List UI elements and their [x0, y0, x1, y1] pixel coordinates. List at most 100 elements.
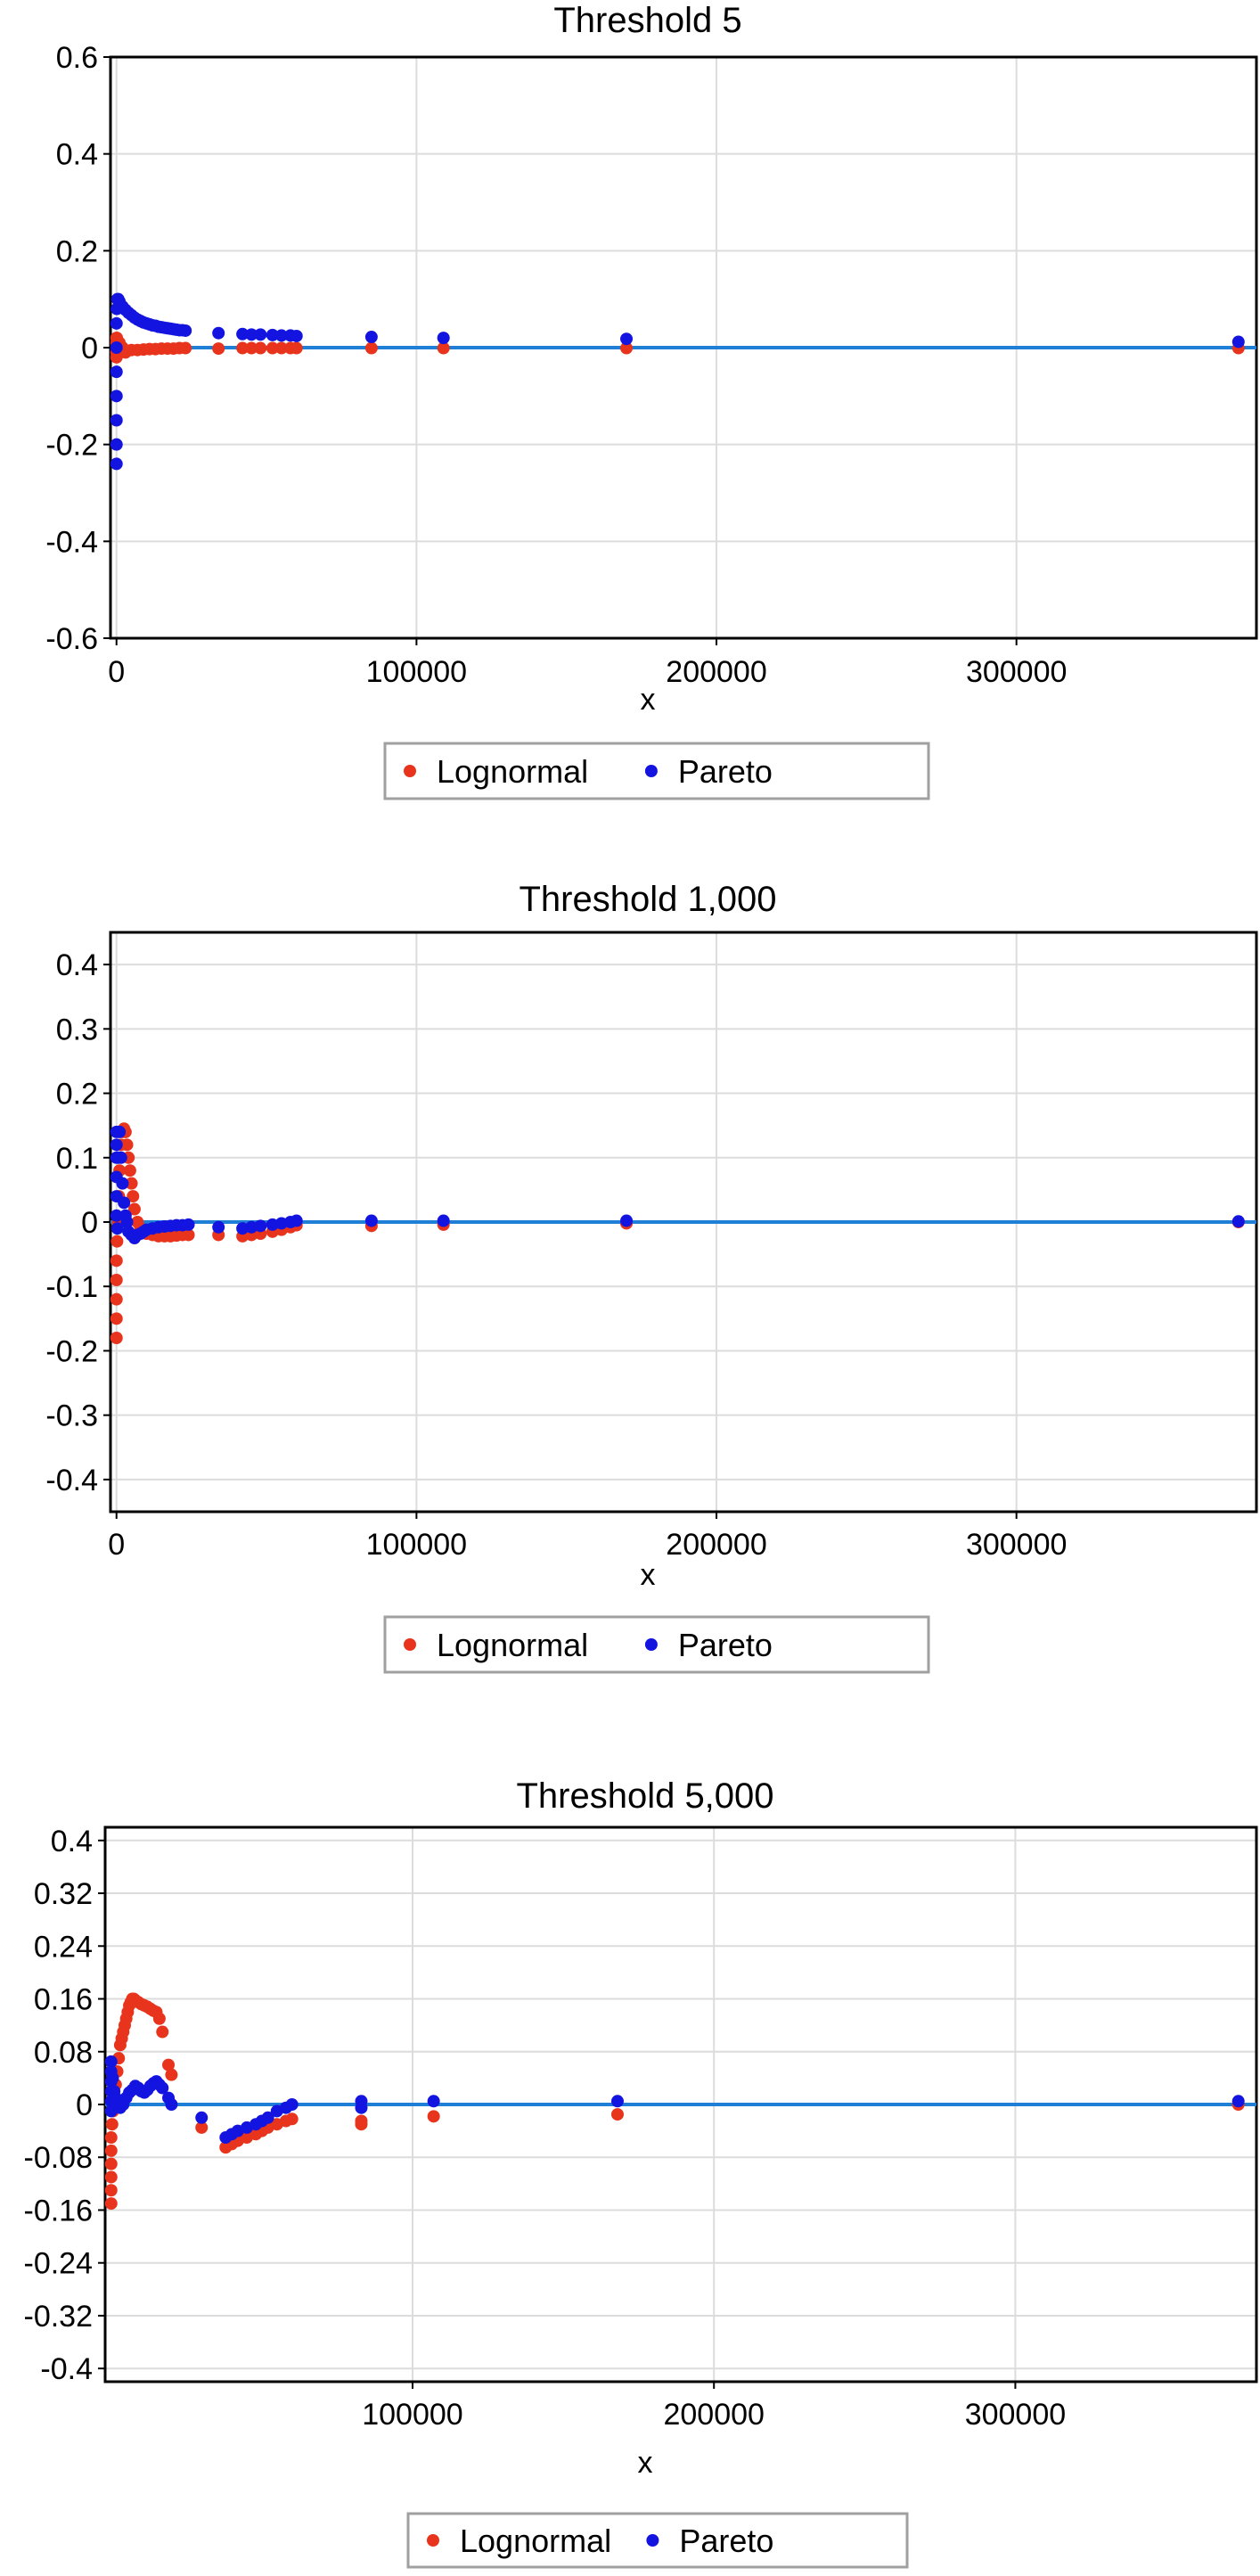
y-tick-label: -0.08: [24, 2141, 94, 2175]
data-point-pareto: [116, 1177, 129, 1190]
data-point-lognormal: [123, 1164, 136, 1177]
x-tick-label: 200000: [663, 2398, 764, 2432]
data-point-lognormal: [290, 341, 303, 355]
data-point-lognormal: [110, 1235, 124, 1248]
y-tick-label: -0.3: [45, 1399, 98, 1433]
legend-label-lognormal: Lognormal: [437, 1627, 588, 1663]
data-point-pareto: [110, 341, 123, 354]
legend-label-lognormal: Lognormal: [460, 2523, 611, 2559]
data-point-pareto: [195, 2111, 209, 2124]
data-point-pareto: [1231, 1215, 1245, 1228]
legend-marker-lognormal: [427, 2534, 439, 2547]
y-tick-label: 0: [81, 332, 98, 365]
data-point-lognormal: [254, 341, 267, 355]
data-point-pareto: [156, 2081, 169, 2095]
data-point-lognormal: [179, 341, 192, 355]
data-point-lognormal: [620, 341, 634, 355]
data-point-lognormal: [162, 2058, 176, 2071]
data-point-pareto: [120, 1216, 134, 1228]
data-point-pareto: [110, 390, 123, 403]
x-tick-label: 100000: [362, 2398, 462, 2432]
legend-marker-lognormal: [404, 765, 416, 777]
legend: Lognormal Pareto: [383, 1615, 930, 1674]
data-point-pareto: [254, 1219, 267, 1233]
data-point-lognormal: [105, 2118, 119, 2131]
y-tick-label: -0.2: [45, 1334, 98, 1368]
x-tick-label: 300000: [966, 655, 1067, 689]
y-tick-label: 0.6: [56, 41, 98, 75]
x-tick-label: 100000: [366, 1528, 467, 1562]
data-point-pareto: [104, 2055, 118, 2068]
data-point-pareto: [110, 1209, 123, 1222]
chart-panel-3: Threshold 5,000 -0.4 -0.32 -0.24 -0.16 -0.08 0…: [24, 1776, 1258, 2569]
data-point-pareto: [110, 438, 123, 451]
data-point-lognormal: [236, 341, 250, 355]
data-point-pareto: [1231, 335, 1245, 349]
x-axis-label: x: [638, 2446, 653, 2480]
data-point-lognormal: [364, 341, 378, 355]
series-pareto: [104, 2055, 1245, 2145]
data-point-lognormal: [285, 2112, 299, 2126]
data-point-pareto: [290, 1214, 303, 1227]
data-point-lognormal: [127, 1190, 140, 1203]
y-tick-label: 0.16: [34, 1983, 93, 2017]
y-tick-label: 0: [81, 1206, 98, 1240]
data-point-pareto: [110, 1222, 124, 1235]
data-point-pareto: [437, 1214, 450, 1227]
data-point-pareto: [266, 328, 279, 341]
data-point-pareto: [110, 316, 123, 330]
y-tick-label: 0.1: [56, 1142, 98, 1176]
legend-label-pareto: Pareto: [679, 2523, 773, 2559]
y-tick-label: -0.2: [45, 429, 98, 463]
data-point-lognormal: [245, 341, 258, 355]
data-point-lognormal: [104, 2197, 118, 2211]
data-point-lognormal: [165, 2068, 178, 2081]
data-point-lognormal: [110, 1254, 123, 1267]
legend-label-pareto: Pareto: [678, 753, 773, 790]
data-point-lognormal: [120, 1138, 134, 1152]
y-tick-label: 0.4: [56, 138, 98, 172]
data-point-lognormal: [355, 2118, 368, 2131]
y-tick-label: -0.32: [24, 2300, 94, 2334]
chart-panel-1: Threshold 5 -0.6 -0.4 -0.2 0 0.2 0.4 0.6 0 100000…: [45, 1, 1258, 800]
y-tick-label: -0.6: [45, 622, 98, 656]
data-point-lognormal: [437, 341, 450, 355]
y-tick-label: -0.4: [45, 525, 98, 559]
y-tick-label: 0.24: [34, 1930, 93, 1964]
data-point-pareto: [212, 1220, 225, 1234]
y-tick-label: -0.4: [45, 1464, 98, 1497]
data-point-pareto: [110, 1138, 123, 1152]
data-point-pareto: [364, 331, 378, 344]
data-point-lognormal: [152, 2012, 166, 2025]
y-tick-label: -0.24: [24, 2247, 94, 2281]
legend-marker-lognormal: [404, 1638, 416, 1651]
data-point-lognormal: [104, 2144, 118, 2157]
chart-title: Threshold 1,000: [519, 880, 776, 919]
x-tick-label: 200000: [666, 1528, 766, 1562]
data-point-pareto: [165, 2098, 178, 2111]
data-point-pareto: [113, 1125, 127, 1138]
data-point-lognormal: [104, 2184, 118, 2197]
legend-marker-pareto: [644, 1638, 658, 1651]
data-point-pareto: [110, 457, 123, 471]
legend-label-pareto: Pareto: [678, 1627, 773, 1663]
data-point-lognormal: [127, 1202, 141, 1216]
data-point-pareto: [1231, 2095, 1245, 2108]
data-point-lognormal: [104, 2170, 118, 2184]
x-axis-label: x: [641, 1558, 656, 1592]
y-tick-label: -0.4: [40, 2352, 93, 2386]
data-point-pareto: [620, 332, 634, 346]
x-tick-label: 300000: [965, 2398, 1066, 2432]
data-point-lognormal: [212, 342, 225, 356]
data-point-pareto: [437, 332, 450, 345]
data-point-lognormal: [125, 1177, 138, 1190]
x-tick-label: 0: [108, 655, 125, 689]
x-tick-label: 300000: [966, 1528, 1067, 1562]
chart-title: Threshold 5: [553, 1, 741, 40]
data-point-pareto: [118, 1196, 131, 1210]
y-tick-label: 0.32: [34, 1877, 93, 1911]
data-point-pareto: [179, 324, 192, 337]
data-point-pareto: [274, 329, 288, 342]
x-tick-label: 200000: [666, 655, 766, 689]
